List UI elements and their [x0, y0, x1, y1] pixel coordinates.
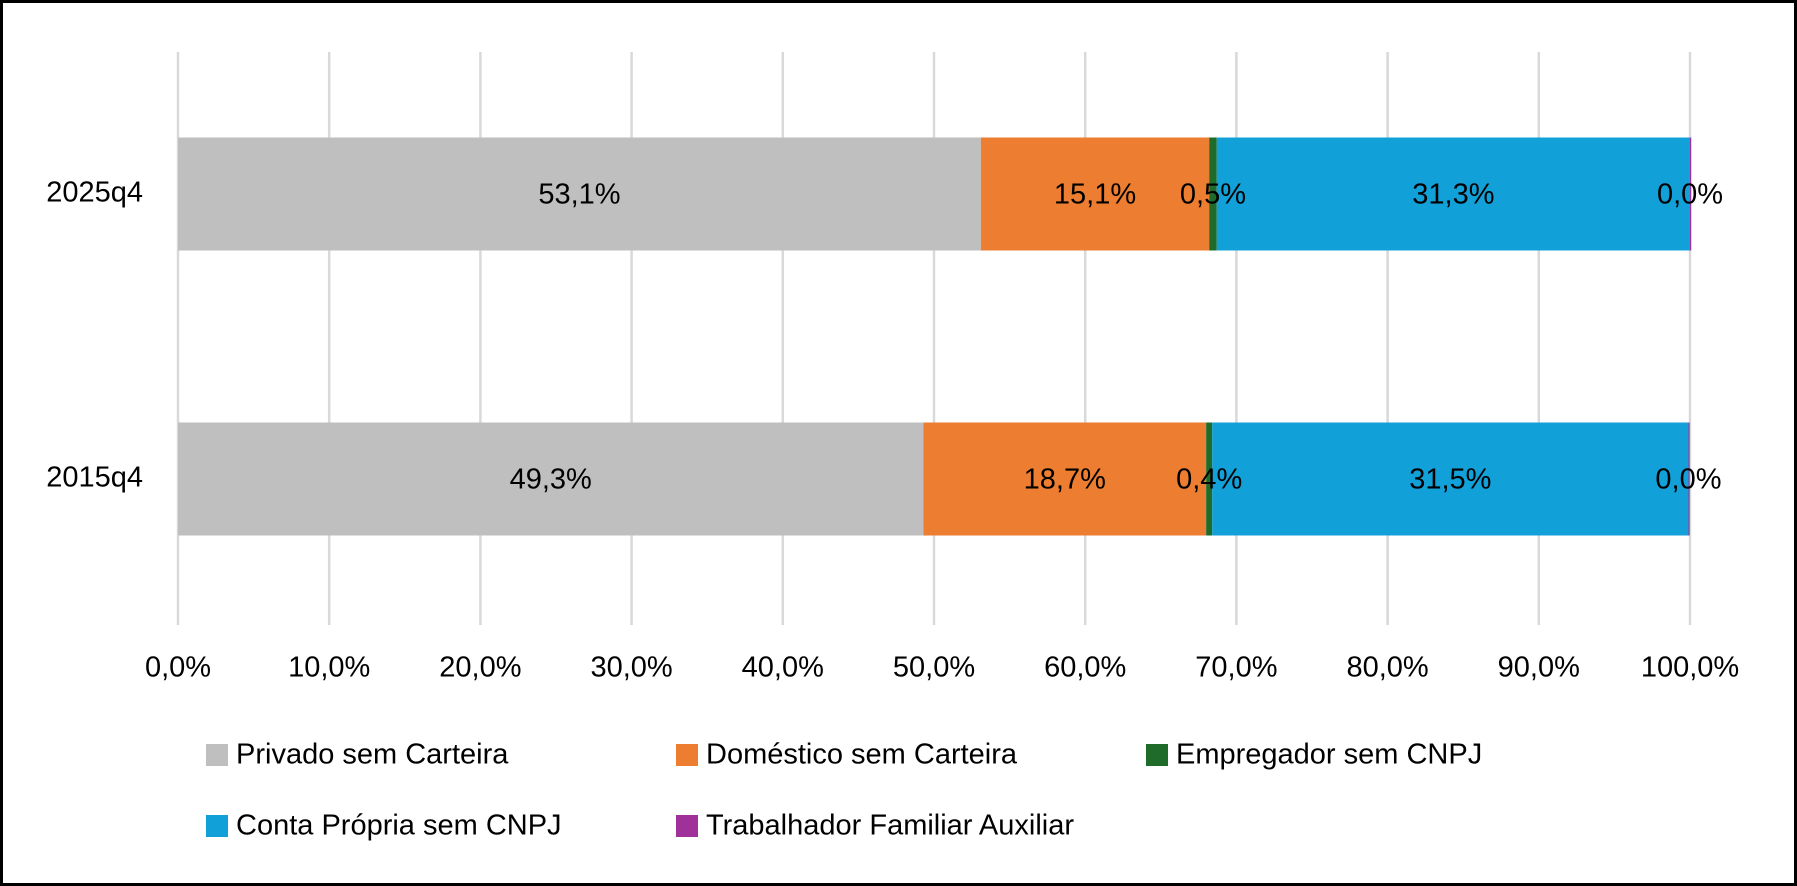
- x-tick-label: 20,0%: [439, 652, 521, 684]
- bar-segment: [178, 422, 924, 536]
- legend-swatch: [206, 744, 228, 766]
- bar-segment: [1212, 422, 1689, 536]
- legend-label: Conta Própria sem CNPJ: [236, 810, 562, 842]
- data-label: 0,5%: [1180, 179, 1246, 211]
- bar-segment: [1206, 422, 1213, 536]
- legend-label: Doméstico sem Carteira: [706, 739, 1018, 771]
- legend-swatch: [1146, 744, 1168, 766]
- x-tick-label: 80,0%: [1346, 652, 1428, 684]
- x-tick-label: 50,0%: [893, 652, 975, 684]
- data-label: 31,5%: [1409, 464, 1491, 496]
- legend-label: Trabalhador Familiar Auxiliar: [706, 810, 1074, 842]
- x-tick-label: 100,0%: [1641, 652, 1739, 684]
- x-tick-label: 70,0%: [1195, 652, 1277, 684]
- x-tick-label: 90,0%: [1498, 652, 1580, 684]
- x-tick-label: 30,0%: [590, 652, 672, 684]
- x-tick-label: 60,0%: [1044, 652, 1126, 684]
- y-tick-label: 2025q4: [46, 177, 143, 209]
- x-tick-label: 40,0%: [742, 652, 824, 684]
- data-label: 0,0%: [1655, 464, 1721, 496]
- data-label: 15,1%: [1054, 179, 1136, 211]
- bar-segment: [1216, 137, 1690, 251]
- data-label: 49,3%: [510, 464, 592, 496]
- bar-segment: [1209, 137, 1217, 251]
- bar-segment: [178, 137, 981, 251]
- bar-segment: [1690, 137, 1692, 251]
- legend-swatch: [206, 815, 228, 837]
- data-label: 53,1%: [538, 179, 620, 211]
- x-tick-label: 0,0%: [145, 652, 211, 684]
- data-label: 31,3%: [1412, 179, 1494, 211]
- bar-segment: [1688, 422, 1690, 536]
- data-label: 0,0%: [1657, 179, 1723, 211]
- x-tick-label: 10,0%: [288, 652, 370, 684]
- bar-segment: [923, 422, 1207, 536]
- data-label: 0,4%: [1176, 464, 1242, 496]
- legend-swatch: [676, 744, 698, 766]
- legend-label: Privado sem Carteira: [236, 739, 509, 771]
- data-label: 18,7%: [1024, 464, 1106, 496]
- legend-label: Empregador sem CNPJ: [1176, 739, 1482, 771]
- y-tick-label: 2015q4: [46, 462, 143, 494]
- legend-swatch: [676, 815, 698, 837]
- bar-segment: [980, 137, 1210, 251]
